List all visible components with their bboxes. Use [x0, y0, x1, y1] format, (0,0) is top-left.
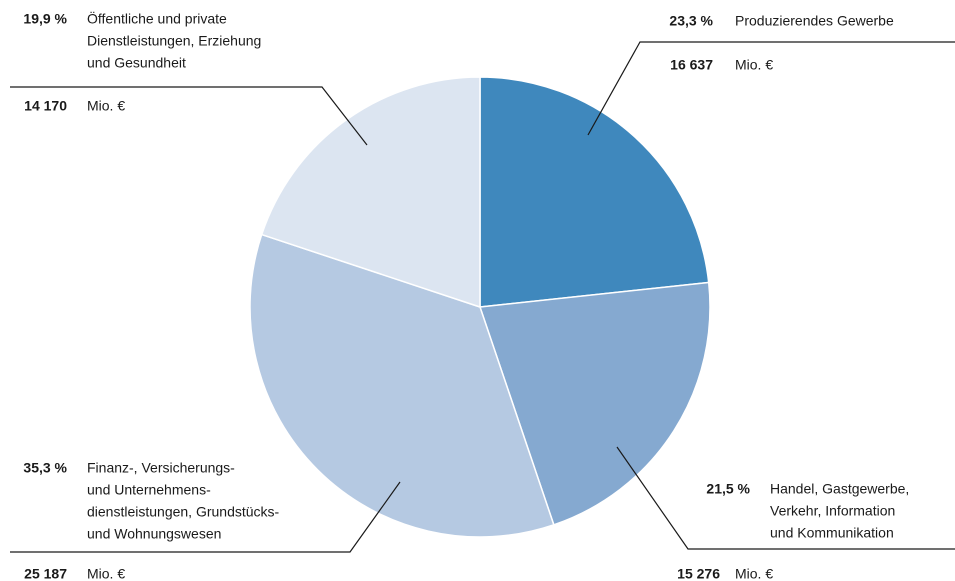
category-label: Finanz-, Versicherungs-	[87, 460, 235, 476]
leader-line	[587, 41, 955, 136]
category-label: und Wohnungswesen	[87, 526, 221, 542]
pie-slice	[478, 281, 711, 526]
category-label: und Unternehmens-	[87, 482, 211, 498]
category-label: Verkehr, Information	[770, 503, 895, 519]
percent-label: 21,5 %	[706, 481, 750, 497]
category-label: und Kommunikation	[770, 525, 894, 541]
category-label: Handel, Gastgewerbe,	[770, 481, 909, 497]
amount-label: 16 637	[670, 57, 713, 73]
leader-line	[10, 86, 368, 146]
pie-slice	[479, 76, 710, 308]
category-label: Produzierendes Gewerbe	[735, 13, 894, 29]
unit-label: Mio. €	[87, 98, 125, 114]
amount-label: 25 187	[24, 566, 67, 581]
pie	[249, 76, 711, 538]
unit-label: Mio. €	[87, 566, 125, 581]
unit-label: Mio. €	[735, 566, 773, 581]
amount-label: 15 276	[677, 566, 720, 581]
percent-label: 19,9 %	[23, 11, 67, 27]
leaders	[10, 41, 955, 553]
unit-label: Mio. €	[735, 57, 773, 73]
category-label: und Gesundheit	[87, 55, 186, 71]
leader-line	[616, 446, 955, 550]
category-label: dienstleistungen, Grundstücks-	[87, 504, 280, 520]
percent-label: 35,3 %	[23, 460, 67, 476]
leader-line	[10, 481, 401, 553]
pie-slice	[249, 233, 555, 538]
pie-slice	[260, 76, 481, 309]
amount-label: 14 170	[24, 98, 67, 114]
percent-label: 23,3 %	[669, 13, 713, 29]
category-label: Dienstleistungen, Erziehung	[87, 33, 261, 49]
category-label: Öffentliche und private	[87, 10, 227, 27]
